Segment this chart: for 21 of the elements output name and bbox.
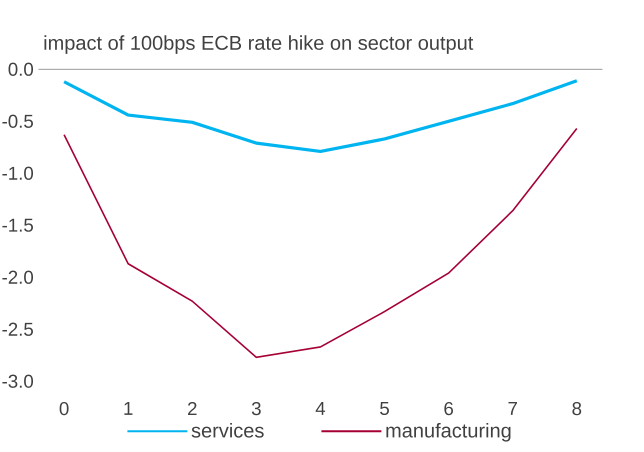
legend-label: services [192,422,264,438]
y-tick-label: -2.0 [2,270,34,284]
x-tick-label: 2 [188,402,197,416]
x-tick-label: 6 [444,402,453,416]
y-tick-label: -3.0 [2,374,34,388]
x-tick-label: 1 [124,402,132,415]
x-tick-label: 3 [252,402,261,416]
x-tick-label: 8 [572,402,582,416]
y-tick-label: 0.0 [8,62,34,76]
x-tick-label: 0 [60,402,69,416]
line-series [62,79,578,154]
y-tick-label: -2.5 [2,322,33,336]
chart-title: impact of 100bps ECB rate hike on sector output [44,35,474,54]
y-tick-label: -1.0 [2,166,34,180]
line-series [63,128,578,358]
x-tick-label: 5 [380,402,389,416]
x-tick-label: 7 [508,402,517,415]
legend-label: manufacturing [386,422,511,442]
y-tick-label: -0.5 [2,114,33,128]
y-tick-label: -1.5 [2,218,33,232]
x-tick-label: 4 [316,402,326,415]
